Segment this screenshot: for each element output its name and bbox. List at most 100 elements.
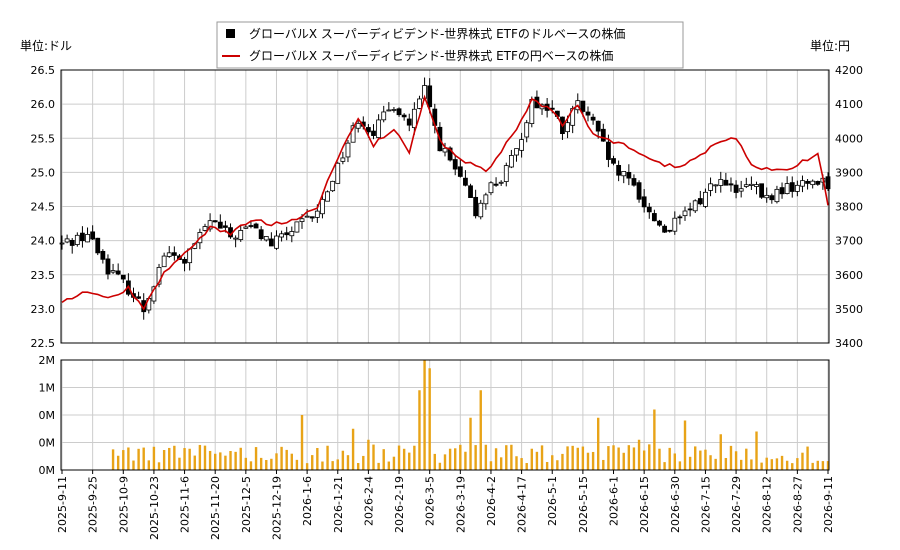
candle-body	[263, 236, 269, 241]
candle-body	[381, 111, 387, 121]
volume-bar	[127, 447, 130, 470]
volume-bars	[111, 360, 830, 470]
volume-bar	[305, 463, 309, 470]
candle-body	[309, 216, 315, 219]
volume-bar	[561, 453, 564, 470]
candle-body	[641, 196, 647, 208]
volume-bar	[428, 368, 431, 470]
x-tick-label: 2026-6-30	[669, 476, 682, 533]
volume-bar	[765, 457, 768, 470]
volume-bar	[642, 450, 646, 470]
candle-body	[769, 195, 775, 201]
volume-bar	[295, 459, 299, 470]
candle-body	[657, 220, 662, 226]
candle-body	[682, 210, 688, 217]
volume-bar	[408, 452, 411, 470]
volume-bar	[443, 454, 447, 470]
candle-body	[427, 85, 433, 108]
candle-body	[258, 229, 264, 240]
x-tick-label: 2026-7-29	[730, 476, 743, 533]
x-tick-label: 2026-1-6	[301, 476, 314, 526]
volume-bar	[760, 462, 763, 470]
left-axis-label: 単位:ドル	[20, 38, 72, 53]
candle-body	[759, 183, 765, 198]
x-tick-label: 2026-2-19	[393, 476, 406, 533]
volume-bar	[413, 445, 416, 470]
volume-tick-label: 0M	[39, 437, 56, 450]
candle-body	[606, 141, 611, 160]
volume-bar	[745, 448, 748, 470]
candle-body	[391, 109, 397, 111]
x-tick-label: 2025-11-6	[179, 476, 192, 533]
volume-bar	[356, 463, 360, 470]
left-tick-label: 26.0	[31, 98, 56, 111]
candle-body	[320, 198, 325, 215]
candle-body	[279, 233, 284, 238]
right-tick-label: 3600	[835, 269, 863, 282]
volume-bar	[311, 455, 314, 470]
candle-body	[233, 237, 239, 240]
volume-tick-label: 0M	[39, 409, 56, 422]
candle-body	[299, 218, 305, 222]
candle-body	[243, 226, 249, 229]
volume-bar	[224, 455, 227, 470]
legend-usd-marker	[226, 29, 235, 38]
candle-body	[774, 188, 780, 203]
volume-bar	[152, 446, 156, 470]
candle-body	[692, 200, 698, 212]
volume-bar	[326, 445, 329, 470]
candle-body	[207, 220, 213, 230]
jpy-price-line	[61, 94, 829, 311]
candle-body	[784, 183, 790, 194]
candle-body	[473, 196, 479, 217]
candle-body	[457, 166, 463, 177]
volume-bar	[811, 462, 814, 470]
candle-body	[733, 184, 739, 193]
right-tick-label: 4000	[835, 132, 863, 145]
legend: グローバルX スーパーディビデンド-世界株式 ETFのドルベースの株価 グローバ…	[216, 21, 684, 69]
candle-body	[805, 180, 810, 184]
candle-body	[442, 147, 448, 153]
x-tick-label: 2025-10-23	[148, 476, 161, 540]
volume-bar	[300, 415, 304, 470]
volume-bar	[469, 417, 472, 470]
volume-bar	[116, 455, 120, 470]
candle-body	[794, 184, 800, 192]
volume-bar	[658, 448, 661, 470]
candle-body	[585, 111, 591, 116]
candle-body	[314, 210, 320, 218]
left-tick-labels: 22.5 23.0 23.5 24.0 24.5 25.0 25.5 26.0 26.5	[31, 64, 56, 350]
volume-bar	[244, 457, 248, 470]
candle-body	[667, 229, 673, 232]
volume-bar	[632, 447, 636, 470]
x-tick-label: 2026-9-11	[822, 476, 835, 533]
candle-body	[651, 213, 657, 222]
candle-body	[274, 235, 279, 249]
volume-bar	[796, 458, 799, 470]
candle-body	[340, 157, 346, 162]
volume-bar	[214, 453, 217, 470]
volume-bar	[525, 463, 528, 470]
candle-body	[166, 252, 172, 257]
volume-bar	[484, 444, 488, 470]
volume-bar	[249, 461, 253, 470]
right-axis-label: 単位:円	[810, 38, 850, 53]
price-grid	[61, 69, 829, 344]
candle-body	[468, 185, 473, 198]
candle-body	[202, 226, 208, 231]
volume-bar	[739, 459, 743, 470]
volume-bar	[699, 450, 702, 470]
volume-tick-label: 0M	[39, 464, 56, 477]
volume-bar	[510, 444, 513, 470]
candle-body	[115, 270, 121, 275]
candle-body	[503, 165, 509, 182]
volume-bar	[489, 461, 493, 470]
candle-body	[524, 122, 530, 138]
candle-body	[447, 147, 453, 161]
volume-bar	[617, 447, 620, 470]
candle-body	[514, 148, 519, 156]
volume-bar	[826, 461, 830, 470]
volume-bar	[648, 444, 651, 470]
volume-bar	[499, 457, 503, 470]
volume-bar	[801, 452, 804, 470]
